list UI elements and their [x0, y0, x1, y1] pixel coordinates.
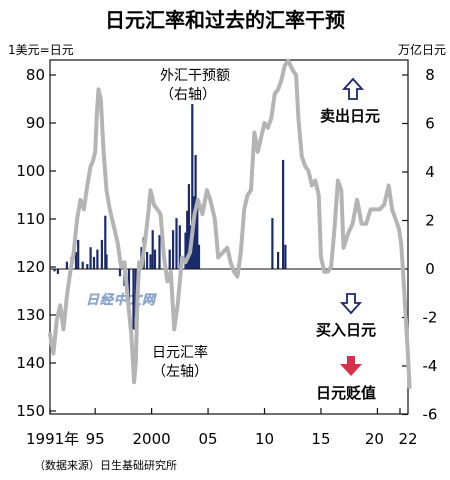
intervention-bar — [282, 159, 285, 269]
left-tick-label: 110 — [16, 210, 45, 228]
left-tick-label: 120 — [16, 258, 45, 276]
source-note: （数据来源）日生基础研究所 — [34, 458, 177, 472]
left-tick-label: 100 — [16, 162, 45, 180]
right-axis-unit: 万亿日元 — [398, 42, 446, 57]
intervention-bar — [196, 203, 199, 269]
left-axis-unit: 1美元=日元 — [8, 43, 74, 57]
x-tick-label: 05 — [199, 430, 218, 448]
rate-label: 日元汇率 — [152, 344, 208, 361]
x-tick-label: 95 — [86, 430, 105, 448]
intervention-bar — [172, 230, 175, 269]
intervention-bar — [65, 261, 68, 269]
x-tick-label: 10 — [255, 430, 274, 448]
intervention-bar — [127, 269, 131, 306]
intervention-label: 外汇干预额 — [160, 68, 230, 84]
rate-line — [48, 58, 412, 389]
intervention-bar — [132, 269, 135, 330]
right-tick-label: -2 — [423, 309, 438, 327]
intervention-bar — [146, 252, 149, 269]
intervention-bar — [168, 249, 171, 269]
intervention-bar — [187, 184, 190, 269]
intervention-bar — [184, 232, 187, 269]
intervention-bar — [56, 269, 59, 274]
intervention-bar — [105, 254, 108, 269]
left-tick-label: 80 — [26, 66, 45, 84]
right-axis-ticks: 8 6 4 2 0 -2 -4 -6 — [402, 66, 437, 424]
right-tick-label: 2 — [425, 212, 435, 230]
intervention-label-axis: （右轴） — [160, 87, 216, 103]
intervention-bar — [284, 244, 287, 270]
left-tick-label: 130 — [16, 306, 45, 324]
intervention-bar — [81, 261, 84, 269]
rate-label-axis: （左轴） — [152, 364, 208, 380]
intervention-bar — [149, 254, 152, 269]
intervention-bar — [277, 252, 280, 269]
left-axis-ticks: 80 90 100 110 120 130 140 150 — [16, 66, 56, 420]
right-tick-label: 0 — [425, 260, 435, 278]
intervention-bar — [86, 264, 89, 269]
intervention-bar — [158, 235, 161, 269]
hollow-down-arrow-icon — [339, 293, 363, 315]
intervention-bar — [197, 244, 201, 270]
intervention-bar — [96, 249, 99, 269]
intervention-bar — [186, 210, 189, 269]
watermark: 日经中文网 — [86, 292, 157, 308]
right-tick-label: -4 — [423, 357, 438, 375]
red-down-arrow-icon — [340, 356, 362, 376]
buy-yen-label: 买入日元 — [316, 321, 376, 339]
hollow-up-arrow-icon — [341, 77, 365, 100]
left-tick-label: 140 — [16, 354, 45, 372]
x-tick-label: 2000 — [133, 430, 171, 448]
intervention-bar — [153, 249, 157, 269]
intervention-bar — [104, 215, 107, 269]
left-tick-label: 90 — [26, 114, 45, 132]
intervention-bar — [92, 256, 96, 269]
intervention-bar — [74, 252, 78, 269]
x-tick-label: 20 — [365, 430, 384, 448]
intervention-bar — [118, 269, 122, 277]
right-tick-label: 4 — [425, 163, 435, 181]
chart-title: 日元汇率和过去的汇率干预 — [105, 8, 345, 32]
intervention-bar — [178, 225, 181, 269]
right-tick-label: -6 — [423, 406, 438, 424]
x-tick-label: 1991年 — [26, 430, 79, 448]
left-tick-label: 150 — [16, 402, 45, 420]
intervention-bar — [191, 104, 194, 269]
intervention-bar — [53, 269, 56, 272]
intervention-bar — [151, 230, 154, 269]
intervention-bar — [89, 247, 92, 269]
intervention-bar — [77, 239, 80, 269]
sell-yen-label: 卖出日元 — [320, 107, 380, 125]
x-tick-label: 15 — [311, 430, 330, 448]
x-tick-label: 22 — [398, 430, 417, 448]
intervention-bar — [175, 218, 178, 269]
yen-weaker-label: 日元贬值 — [316, 384, 376, 402]
right-tick-label: 6 — [425, 115, 435, 133]
intervention-bar — [100, 239, 103, 269]
plot-frame — [49, 59, 409, 415]
x-axis-ticks: 1991年 95 2000 05 10 15 20 22 — [26, 408, 418, 448]
right-tick-label: 8 — [425, 66, 435, 84]
intervention-bar — [271, 218, 274, 269]
